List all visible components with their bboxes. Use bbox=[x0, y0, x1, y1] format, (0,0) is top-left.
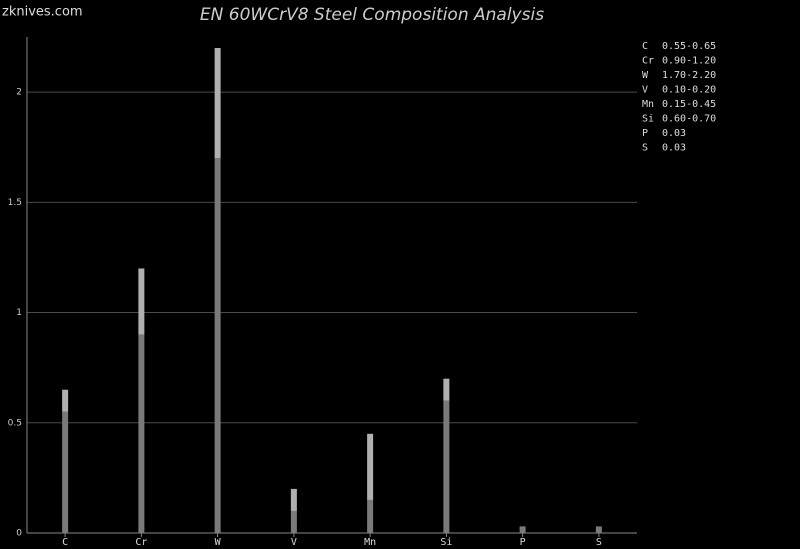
watermark: zknives.com bbox=[2, 5, 83, 20]
x-tick-label: W bbox=[215, 537, 222, 548]
legend-range: 1.70-2.20 bbox=[662, 70, 716, 81]
bar-range bbox=[367, 433, 374, 500]
legend-range: 0.55-0.65 bbox=[662, 41, 716, 52]
legend-element: W bbox=[642, 70, 649, 81]
legend-range: 0.03 bbox=[662, 143, 686, 154]
bar-min bbox=[62, 411, 69, 533]
legend-range: 0.03 bbox=[662, 128, 686, 139]
x-tick-label: C bbox=[62, 537, 68, 548]
legend-element: Si bbox=[642, 114, 654, 125]
legend-element: Mn bbox=[642, 99, 654, 110]
bar-range bbox=[443, 378, 450, 401]
x-tick-label: Si bbox=[440, 537, 452, 548]
legend-range: 0.60-0.70 bbox=[662, 114, 716, 125]
y-tick-label: 2 bbox=[16, 88, 22, 98]
x-tick-label: S bbox=[596, 537, 602, 548]
legend-range: 0.10-0.20 bbox=[662, 85, 716, 96]
bar-range bbox=[62, 389, 69, 412]
legend-element: V bbox=[642, 85, 648, 96]
x-tick-label: P bbox=[520, 537, 526, 548]
bar-range bbox=[290, 488, 297, 511]
x-tick-label: V bbox=[291, 537, 297, 548]
legend-element: S bbox=[642, 143, 648, 154]
bar-min bbox=[138, 334, 145, 533]
bar-min bbox=[367, 499, 374, 533]
bar-range bbox=[214, 48, 221, 159]
bar-min bbox=[443, 400, 450, 533]
x-tick-label: Mn bbox=[364, 537, 376, 548]
legend-element: C bbox=[642, 41, 648, 52]
bar-min bbox=[290, 510, 297, 533]
y-tick-label: 1.5 bbox=[8, 198, 22, 208]
y-tick-label: 1 bbox=[16, 308, 22, 318]
legend-element: Cr bbox=[642, 56, 654, 67]
bar-range bbox=[138, 268, 145, 335]
y-tick-label: 0 bbox=[16, 529, 22, 539]
bar-min bbox=[595, 526, 602, 533]
bar-min bbox=[214, 158, 221, 533]
legend-range: 0.15-0.45 bbox=[662, 99, 716, 110]
bar-min bbox=[519, 526, 526, 533]
x-tick-label: Cr bbox=[135, 537, 147, 548]
y-tick-label: 0.5 bbox=[8, 418, 22, 428]
chart-title: EN 60WCrV8 Steel Composition Analysis bbox=[200, 5, 544, 25]
legend-range: 0.90-1.20 bbox=[662, 56, 716, 67]
legend-element: P bbox=[642, 128, 648, 139]
